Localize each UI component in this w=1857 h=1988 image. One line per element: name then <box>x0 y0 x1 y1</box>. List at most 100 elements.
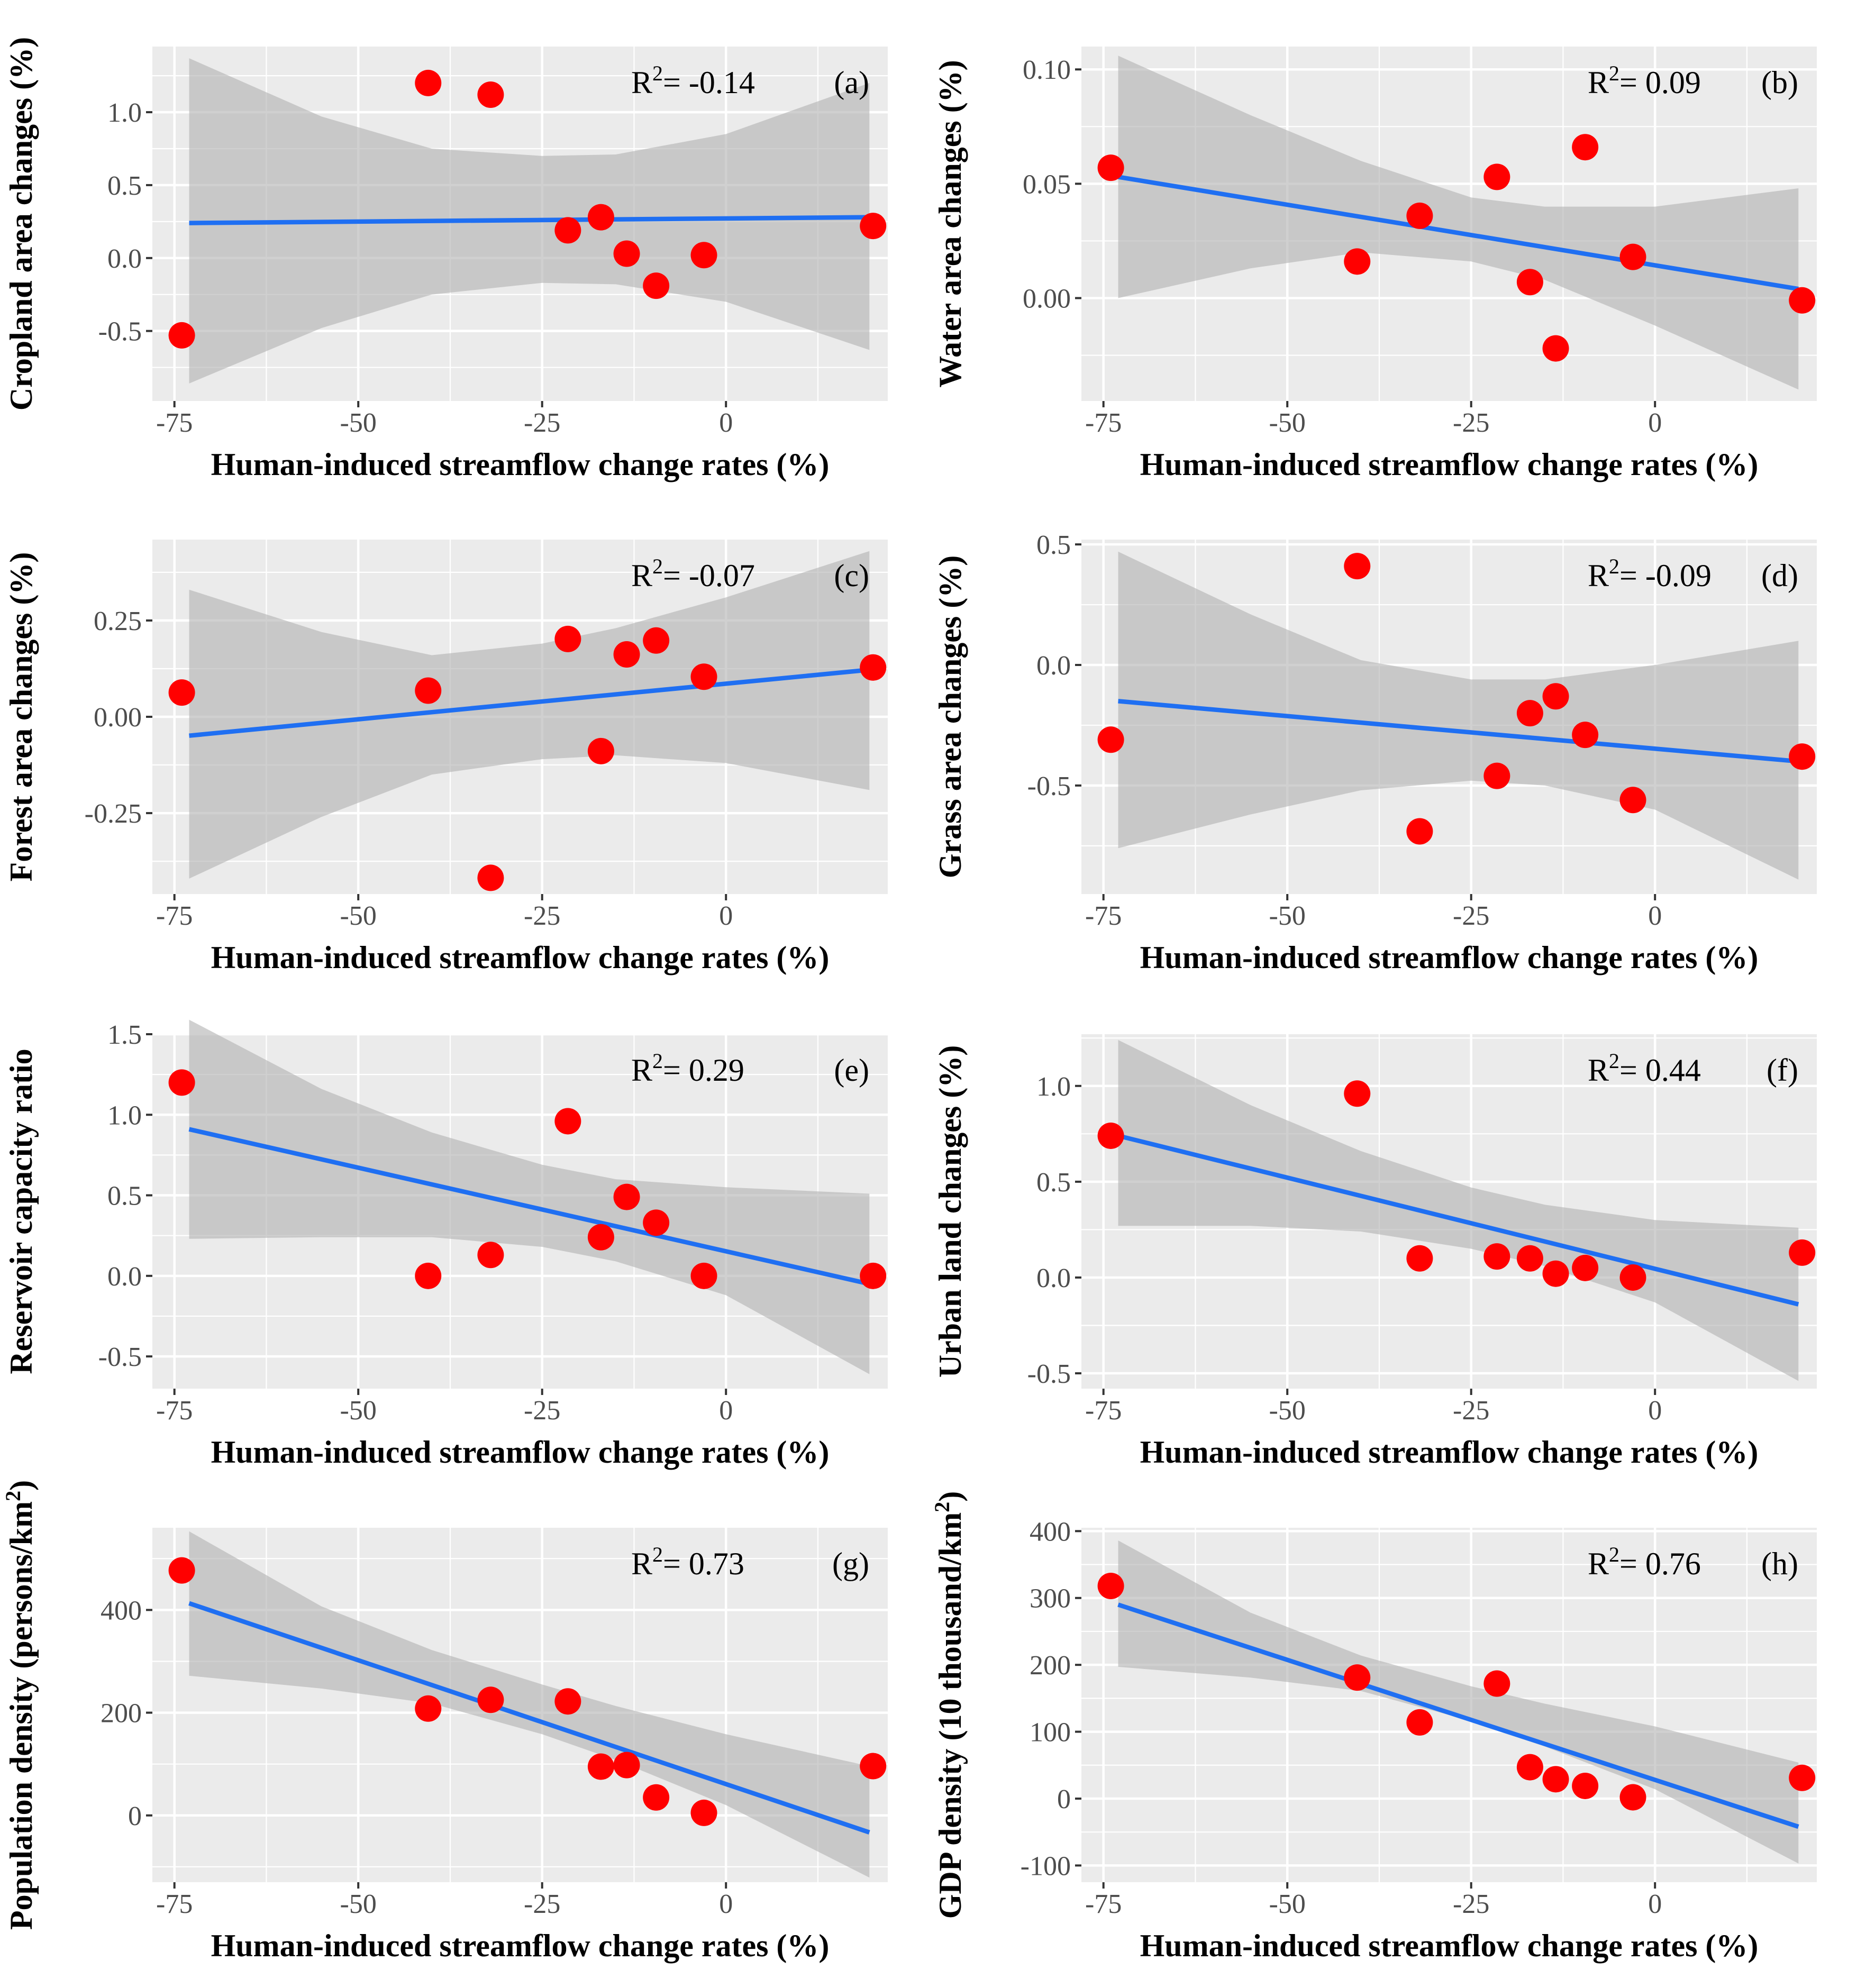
data-point-c-9 <box>860 654 887 681</box>
r-squared-superscript: 2 <box>652 1543 663 1566</box>
y-tick-label: 1.0 <box>107 98 142 128</box>
panel-d: -75 -50 -25 0 -0.5 0.0 0.5 Human-induced stream… <box>933 530 1817 975</box>
data-point-b-4 <box>1483 163 1510 190</box>
data-point-f-6 <box>1542 1260 1569 1287</box>
x-tick-label: -25 <box>524 408 560 438</box>
y-axis-title-text: Forest area changes (%) <box>4 552 39 882</box>
x-tick-label: -50 <box>1269 1889 1306 1919</box>
x-tick-label: 0 <box>1648 408 1662 438</box>
y-axis-title-text: GDP density (10 thousand/km <box>933 1512 968 1919</box>
confidence-band-h <box>1118 1540 1799 1864</box>
x-tick-label: 0 <box>719 408 733 438</box>
y-tick-label: 0.10 <box>1023 55 1071 85</box>
panel-e: -75 -50 -25 0 -0.5 0.0 0.5 1.0 1.5 Human-induced … <box>4 1019 888 1470</box>
data-point-c-5 <box>587 737 614 764</box>
y-axis-title-f: Urban land changes (%) <box>933 1045 968 1378</box>
data-point-e-1 <box>168 1069 195 1096</box>
r-squared-symbol: R <box>631 65 652 100</box>
r-squared-label-f: R2= 0.44 <box>1588 1049 1701 1088</box>
panel-g: -75 -50 -25 0 0 200 400 Human-induced streamflo… <box>1 1480 888 1963</box>
r-squared-label-c: R2= -0.07 <box>631 554 755 593</box>
y-tick-label: 200 <box>1030 1650 1071 1681</box>
data-point-d-4 <box>1483 762 1510 789</box>
x-tick-label: 0 <box>719 1889 733 1919</box>
regression-line-a <box>189 215 870 225</box>
y-tick-label: -0.5 <box>98 317 142 347</box>
confidence-band-g <box>189 1531 870 1878</box>
x-axis-title-b: Human-induced streamflow change rates (%… <box>1140 447 1759 482</box>
data-point-f-9 <box>1789 1239 1816 1266</box>
y-tick-label: 0.5 <box>107 171 142 201</box>
data-point-g-6 <box>613 1752 640 1779</box>
data-point-b-9 <box>1789 287 1816 314</box>
x-tick-label: -75 <box>1085 1889 1122 1919</box>
y-tick-label: 200 <box>101 1699 142 1729</box>
data-point-a-8 <box>690 242 717 269</box>
data-point-c-4 <box>554 625 581 652</box>
data-point-e-7 <box>643 1209 670 1236</box>
r-squared-label-h: R2= 0.76 <box>1588 1543 1701 1581</box>
data-point-e-5 <box>587 1224 614 1251</box>
panel-h: -75 -50 -25 0 -100 0 100 200 300 400 Human-induced… <box>930 1491 1817 1963</box>
r-squared-label-e: R2= 0.29 <box>631 1049 744 1088</box>
data-point-h-5 <box>1516 1754 1543 1781</box>
x-tick-label: -25 <box>1453 408 1489 438</box>
data-point-e-6 <box>613 1183 640 1210</box>
y-tick-label: 100 <box>1030 1718 1071 1748</box>
regression-line-b <box>1117 175 1799 291</box>
regression-line-c <box>189 667 870 738</box>
x-tick-label: -25 <box>524 901 560 931</box>
r-squared-label-g: R2= 0.73 <box>631 1543 744 1581</box>
data-point-f-8 <box>1619 1264 1646 1291</box>
data-point-d-7 <box>1572 722 1599 749</box>
y-axis-title-g: Population density (persons/km2) <box>1 1480 39 1930</box>
r-squared-value: = 0.29 <box>663 1053 744 1088</box>
y-tick-label: 0.5 <box>1036 530 1071 560</box>
panel-b: -75 -50 -25 0 0.00 0.05 0.10 Human-induced stre… <box>933 47 1817 482</box>
r-squared-superscript: 2 <box>652 554 663 578</box>
r-squared-symbol: R <box>1588 1053 1609 1088</box>
y-axis-title-b: Water area changes (%) <box>933 60 968 387</box>
x-tick-label: -25 <box>1453 1396 1489 1426</box>
y-axis-title-end: ) <box>4 1480 39 1491</box>
data-point-a-1 <box>168 322 195 349</box>
data-point-a-9 <box>860 213 887 240</box>
data-point-d-2 <box>1344 553 1371 580</box>
x-tick-label: -25 <box>1453 1889 1489 1919</box>
data-point-b-6 <box>1542 335 1569 362</box>
y-axis-title-text: Cropland area changes (%) <box>4 37 39 411</box>
panel-letter-d: (d) <box>1761 558 1798 593</box>
data-point-e-9 <box>860 1262 887 1289</box>
confidence-band-c <box>189 551 870 879</box>
r-squared-value: = 0.76 <box>1619 1546 1701 1581</box>
y-axis-title-e: Reservoir capacity ratio <box>4 1048 39 1374</box>
x-tick-label: 0 <box>1648 1889 1662 1919</box>
x-tick-label: -50 <box>340 1396 377 1426</box>
y-tick-label: 0.25 <box>94 606 142 636</box>
y-tick-label: -0.5 <box>98 1342 142 1372</box>
data-point-a-4 <box>554 217 581 244</box>
r-squared-value: = -0.14 <box>663 65 755 100</box>
y-axis-title-c: Forest area changes (%) <box>4 552 39 882</box>
y-tick-label: 0 <box>1057 1784 1071 1814</box>
confidence-band-b <box>1118 56 1799 390</box>
data-point-b-5 <box>1516 269 1543 296</box>
data-point-c-3 <box>477 864 504 891</box>
data-point-g-9 <box>860 1753 887 1780</box>
r-squared-label-b: R2= 0.09 <box>1588 61 1701 100</box>
data-point-h-3 <box>1406 1709 1433 1736</box>
r-squared-symbol: R <box>1588 558 1609 593</box>
r-squared-superscript: 2 <box>652 1049 663 1073</box>
x-tick-label: -25 <box>524 1396 560 1426</box>
y-tick-label: 0.0 <box>107 244 142 274</box>
y-axis-title-end: ) <box>933 1491 968 1502</box>
x-tick-label: -50 <box>340 901 377 931</box>
y-tick-label: 0.00 <box>1023 284 1071 314</box>
y-tick-label: 1.0 <box>1036 1072 1071 1102</box>
data-point-b-8 <box>1619 243 1646 270</box>
y-tick-label: 300 <box>1030 1584 1071 1614</box>
r-squared-superscript: 2 <box>1609 1543 1619 1566</box>
r-squared-symbol: R <box>1588 1546 1609 1581</box>
data-point-c-2 <box>415 677 442 704</box>
x-axis-title-h: Human-induced streamflow change rates (%… <box>1140 1928 1759 1963</box>
